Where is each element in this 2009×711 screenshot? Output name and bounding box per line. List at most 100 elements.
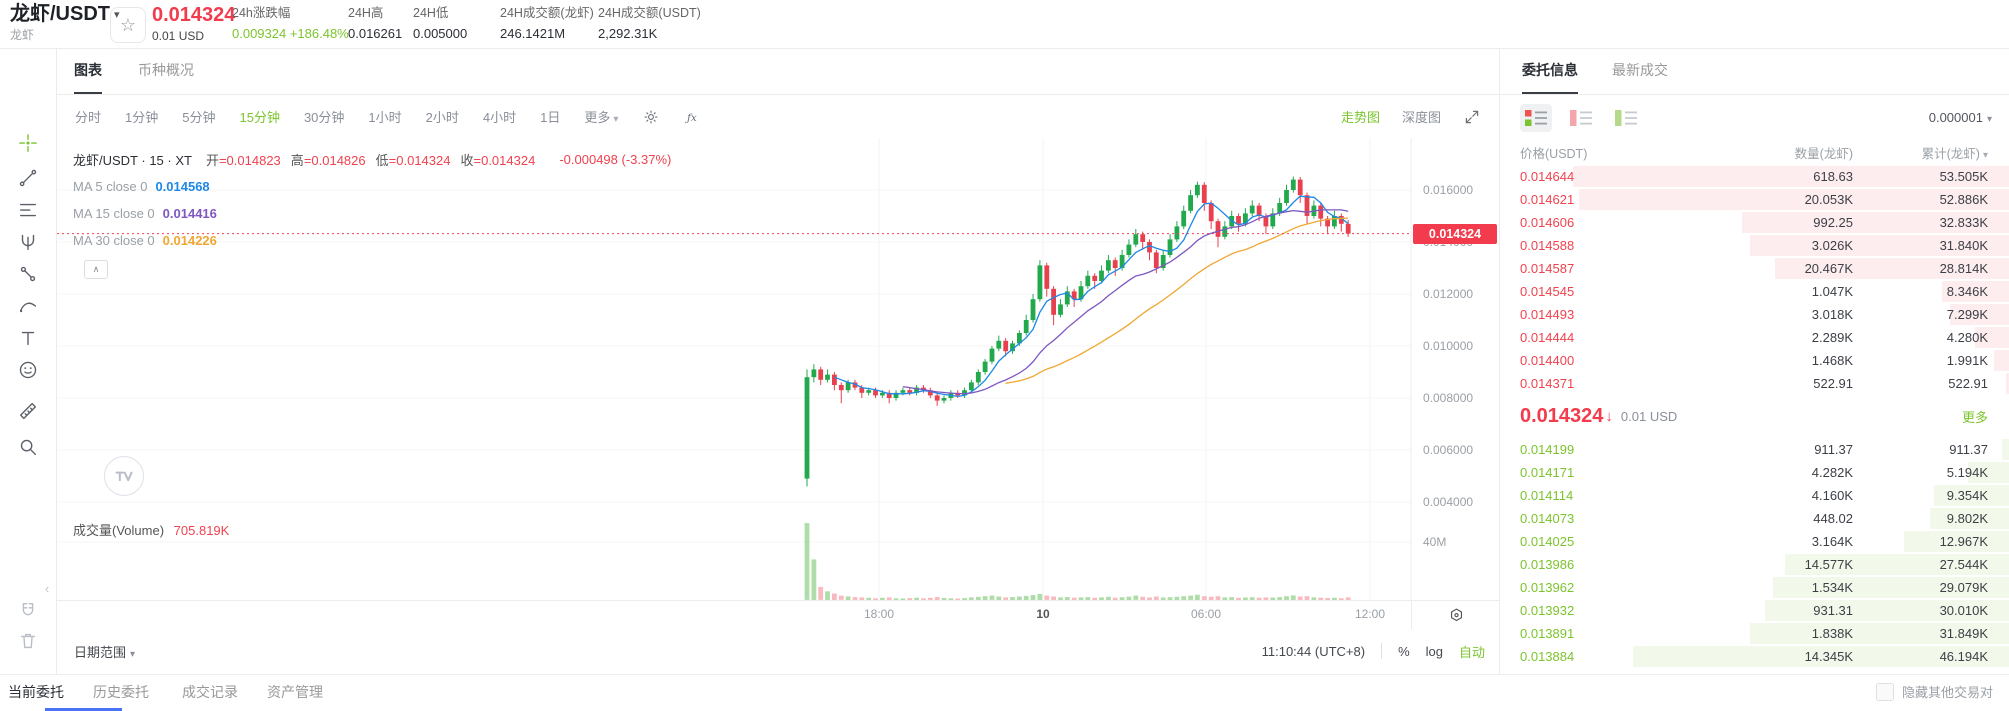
pattern-icon[interactable] xyxy=(17,263,39,285)
indicator-fx-icon[interactable]: ƒx xyxy=(684,108,702,126)
percent-scale-button[interactable]: % xyxy=(1398,643,1410,659)
crosshair-icon[interactable] xyxy=(17,132,39,154)
order-amount: 3.164K xyxy=(1811,534,1853,549)
trash-icon[interactable] xyxy=(17,630,39,652)
orderbook-both-icon[interactable] xyxy=(1520,103,1552,132)
header-amount: 数量(龙虾) xyxy=(1794,147,1853,161)
bid-row[interactable]: 0.014199 911.37 911.37 xyxy=(1500,438,2009,461)
timeframe-分时[interactable]: 分时 xyxy=(75,110,102,125)
ohlc-key: 低 xyxy=(375,153,389,168)
order-amount: 911.37 xyxy=(1814,442,1853,457)
hide-other-pairs-toggle[interactable]: 隐藏其他交易对 xyxy=(1875,675,1993,708)
bottom-tab-1[interactable]: 当前委托 xyxy=(8,683,64,700)
price-tick-label: 0.012000 xyxy=(1423,287,1474,301)
pair-selector[interactable]: 龙虾/USDT ▾ 龙虾 xyxy=(10,3,120,42)
bottom-tab-4[interactable]: 资产管理 xyxy=(267,683,323,700)
tradingview-logo-icon[interactable] xyxy=(104,456,144,496)
tab-chart[interactable]: 图表 xyxy=(74,48,102,94)
bid-row[interactable]: 0.014114 4.160K 9.354K xyxy=(1500,484,2009,507)
timeframe-4小时[interactable]: 4小时 xyxy=(482,110,517,125)
toolbar-collapse-handle[interactable]: ‹ xyxy=(44,580,50,596)
price-tick-label: 0.006000 xyxy=(1423,443,1474,457)
chevron-down-icon: ▾ xyxy=(1982,150,1988,161)
order-amount: 3.026K xyxy=(1811,238,1853,253)
bid-row[interactable]: 0.014025 3.164K 12.967K xyxy=(1500,530,2009,553)
brush-icon[interactable] xyxy=(17,295,39,317)
ruler-icon[interactable] xyxy=(17,400,39,422)
ask-row[interactable]: 0.014587 20.467K 28.814K xyxy=(1500,257,2009,280)
tab-latest-trades[interactable]: 最新成交 xyxy=(1612,62,1668,78)
bid-row[interactable]: 0.013932 931.31 30.010K xyxy=(1500,599,2009,622)
bottom-tab-2[interactable]: 历史委托 xyxy=(93,683,149,700)
ask-row[interactable]: 0.014588 3.026K 31.840K xyxy=(1500,234,2009,257)
order-cumulative: 522.91 xyxy=(1948,376,1988,391)
order-cumulative: 52.886K xyxy=(1939,192,1988,207)
ask-row[interactable]: 0.014621 20.053K 52.886K xyxy=(1500,188,2009,211)
tab-order-book[interactable]: 委托信息 xyxy=(1522,48,1578,94)
order-cumulative: 9.354K xyxy=(1946,488,1988,503)
auto-scale-button[interactable]: 自动 xyxy=(1458,644,1485,660)
candlestick-chart[interactable]: 龙虾/USDT · 15 · XT 开=0.014823 高=0.014826 低=… xyxy=(57,138,1499,600)
time-tick-label: 06:00 xyxy=(1190,607,1222,621)
indicator-collapse-button[interactable]: ∧ xyxy=(84,260,108,279)
fib-lines-icon[interactable] xyxy=(17,199,39,221)
order-price: 0.014073 xyxy=(1520,511,1575,526)
timeframe-5分钟[interactable]: 5分钟 xyxy=(182,110,216,125)
chart-settings-gear-icon[interactable] xyxy=(642,108,660,126)
bid-row[interactable]: 0.014073 448.02 9.802K xyxy=(1500,507,2009,530)
ask-row[interactable]: 0.014545 1.047K 8.346K xyxy=(1500,280,2009,303)
ask-row[interactable]: 0.014371 522.91 522.91 xyxy=(1500,372,2009,395)
bid-row[interactable]: 0.013986 14.577K 27.544K xyxy=(1500,553,2009,576)
more-link[interactable]: 更多 xyxy=(1961,410,1988,425)
order-amount: 1.838K xyxy=(1811,626,1853,641)
order-cumulative: 9.802K xyxy=(1946,511,1988,526)
bid-row[interactable]: 0.013962 1.534K 29.079K xyxy=(1500,576,2009,599)
trend-view-toggle[interactable]: 走势图 xyxy=(1340,110,1380,125)
order-price: 0.014587 xyxy=(1520,261,1575,276)
mid-price-row[interactable]: 0.014324 ↓ 0.01 USD 更多 xyxy=(1500,395,2009,438)
checkbox-icon[interactable] xyxy=(1875,682,1894,701)
timeframe-1小时[interactable]: 1小时 xyxy=(368,110,402,125)
tab-coin-overview[interactable]: 币种概况 xyxy=(138,62,194,78)
magnet-icon[interactable] xyxy=(17,600,39,622)
bids-list: 0.014199 911.37 911.37 0.014171 4.282K 5.194K… xyxy=(1500,438,2009,668)
ask-row[interactable]: 0.014400 1.468K 1.991K xyxy=(1500,349,2009,372)
timeframe-2小时[interactable]: 2小时 xyxy=(425,110,459,125)
date-range-button[interactable]: 日期范围 ▾ xyxy=(74,642,135,661)
depth-bar xyxy=(1950,304,2009,325)
axis-settings-corner[interactable] xyxy=(1411,601,1500,629)
timeframe-30分钟[interactable]: 30分钟 xyxy=(303,110,345,125)
time-axis[interactable]: 18:00 10 06:00 12:00 xyxy=(57,600,1499,629)
ask-row[interactable]: 0.014606 992.25 32.833K xyxy=(1500,211,2009,234)
text-icon[interactable] xyxy=(17,327,39,349)
trendline-icon[interactable] xyxy=(17,167,39,189)
emoji-icon[interactable] xyxy=(17,359,39,381)
fullscreen-expand-icon[interactable] xyxy=(1463,108,1481,126)
bottom-tab-3[interactable]: 成交记录 xyxy=(182,683,238,700)
bid-row[interactable]: 0.013884 14.345K 46.194K xyxy=(1500,645,2009,668)
ask-row[interactable]: 0.014493 3.018K 7.299K xyxy=(1500,303,2009,326)
log-scale-button[interactable]: log xyxy=(1425,643,1443,659)
bid-row[interactable]: 0.014171 4.282K 5.194K xyxy=(1500,461,2009,484)
orderbook-asks-icon[interactable] xyxy=(1565,104,1597,132)
ma-legend-row: MA 30 close 0 0.014226 xyxy=(73,233,217,248)
pitchfork-icon[interactable] xyxy=(17,231,39,253)
orderbook-bids-icon[interactable] xyxy=(1610,104,1642,132)
ask-row[interactable]: 0.014644 618.63 53.505K xyxy=(1500,165,2009,188)
ma-value: 0.014416 xyxy=(162,206,217,221)
chart-footer-right: 11:10:44 (UTC+8) % log 自动 xyxy=(1262,642,1485,661)
chart-canvas[interactable] xyxy=(57,138,1499,600)
zoom-icon[interactable] xyxy=(17,436,39,458)
depth-view-toggle[interactable]: 深度图 xyxy=(1401,110,1441,125)
order-book-panel: 委托信息 最新成交 0.000001 ▾ 价格(USDT) 数量(龙虾) 累计(龙虾… xyxy=(1499,48,2009,674)
favorite-button[interactable]: ☆ xyxy=(110,7,146,43)
timeframe-15分钟[interactable]: 15分钟 xyxy=(239,110,280,125)
header-cumulative[interactable]: 累计(龙虾) ▾ xyxy=(1853,143,1988,162)
timeframe-1日[interactable]: 1日 xyxy=(540,110,561,125)
timeframe-1分钟[interactable]: 1分钟 xyxy=(125,110,159,125)
ma-legend-row: MA 15 close 0 0.014416 xyxy=(73,206,217,221)
bid-row[interactable]: 0.013891 1.838K 31.849K xyxy=(1500,622,2009,645)
precision-dropdown[interactable]: 0.000001 ▾ xyxy=(1929,110,1992,125)
timeframe-more-dropdown[interactable]: 更多 ▾ xyxy=(584,107,618,126)
ask-row[interactable]: 0.014444 2.289K 4.280K xyxy=(1500,326,2009,349)
